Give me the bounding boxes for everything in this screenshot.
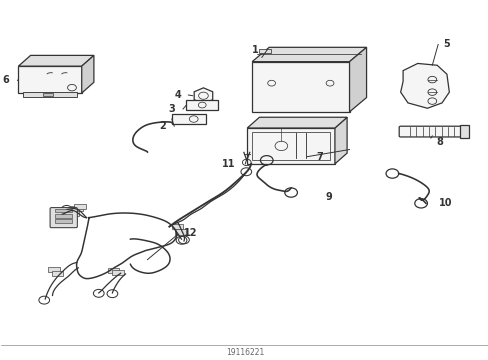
Polygon shape bbox=[194, 88, 212, 104]
Text: 9: 9 bbox=[325, 192, 332, 202]
Bar bbox=[48, 267, 60, 272]
Text: 5: 5 bbox=[442, 40, 449, 49]
Polygon shape bbox=[252, 47, 366, 62]
Bar bbox=[171, 224, 183, 229]
Bar bbox=[107, 268, 119, 273]
Polygon shape bbox=[247, 117, 346, 128]
Bar bbox=[252, 132, 329, 160]
Bar bbox=[459, 125, 468, 138]
Text: 11: 11 bbox=[222, 159, 235, 169]
FancyBboxPatch shape bbox=[398, 126, 465, 137]
Bar bbox=[174, 229, 186, 234]
Bar bbox=[71, 206, 82, 211]
Bar bbox=[42, 93, 52, 96]
Text: 7: 7 bbox=[315, 152, 322, 162]
Text: 4: 4 bbox=[174, 90, 181, 100]
Text: 6: 6 bbox=[2, 75, 9, 85]
Polygon shape bbox=[349, 47, 366, 112]
Polygon shape bbox=[334, 117, 346, 164]
Text: 3: 3 bbox=[168, 104, 174, 114]
Text: 19116221: 19116221 bbox=[225, 348, 264, 357]
Bar bbox=[55, 214, 72, 218]
Bar bbox=[247, 128, 334, 164]
FancyBboxPatch shape bbox=[252, 62, 349, 112]
Bar bbox=[186, 100, 218, 110]
Bar bbox=[67, 211, 79, 216]
Bar bbox=[19, 66, 81, 93]
Text: 8: 8 bbox=[436, 137, 443, 147]
Bar bbox=[55, 209, 72, 212]
Polygon shape bbox=[81, 55, 94, 93]
FancyBboxPatch shape bbox=[50, 208, 77, 228]
Bar bbox=[51, 271, 63, 276]
Bar bbox=[74, 204, 86, 210]
Bar bbox=[23, 92, 77, 96]
Bar bbox=[259, 49, 270, 53]
Text: 12: 12 bbox=[183, 228, 197, 238]
Bar bbox=[55, 220, 72, 223]
Polygon shape bbox=[19, 55, 94, 66]
Text: 2: 2 bbox=[159, 121, 165, 131]
Bar bbox=[171, 114, 205, 125]
Text: 1: 1 bbox=[251, 45, 258, 55]
Polygon shape bbox=[400, 63, 448, 108]
Text: 10: 10 bbox=[438, 198, 451, 208]
Bar bbox=[112, 270, 124, 275]
